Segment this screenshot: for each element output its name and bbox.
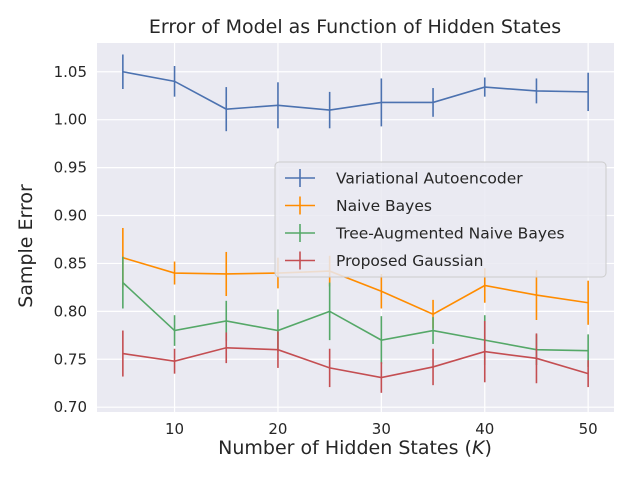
legend-item: Naive Bayes [285,196,432,215]
series-line [122,282,589,352]
series-1 [122,54,589,132]
x-tick-label: 20 [268,420,287,438]
legend-item: Variational Autoencoder [285,169,523,188]
y-tick-labels: 0.70 0.75 0.80 0.85 0.90 0.95 1.00 1.05 [54,63,87,416]
legend-label: Proposed Gaussian [336,252,483,270]
legend: Variational Autoencoder Naive Bayes Tree-A… [274,161,607,278]
x-axis-title-main: Number of Hidden States ( [218,437,472,459]
series-line [122,346,589,379]
y-tick-label: 0.85 [54,254,87,272]
series-line [122,256,589,316]
legend-item: Tree-Augmented Naive Bayes [285,224,565,243]
chart-title: Error of Model as Function of Hidden Sta… [149,16,561,38]
y-axis-title: Sample Error [15,184,37,308]
y-tick-label: 0.95 [54,159,87,177]
x-axis-title-var: K [472,437,486,459]
y-tick-label: 0.70 [54,398,87,416]
x-tick-label: 50 [579,420,598,438]
y-tick-label: 0.75 [54,350,87,368]
x-tick-label: 10 [165,420,184,438]
legend-item: Proposed Gaussian [285,251,483,270]
series-line [122,70,589,111]
legend-label: Tree-Augmented Naive Bayes [335,225,565,243]
legend-box [274,161,607,278]
x-tick-labels: 10 20 30 40 50 [165,420,598,438]
y-tick-label: 0.90 [54,207,87,225]
x-axis-title-end: ) [484,437,491,459]
legend-label: Naive Bayes [336,197,432,215]
x-tick-label: 30 [372,420,391,438]
series-layer [122,54,589,393]
y-tick-label: 1.05 [54,63,87,81]
x-tick-label: 40 [475,420,494,438]
legend-label: Variational Autoencoder [336,170,523,188]
series-4 [122,320,589,393]
y-tick-label: 1.00 [54,111,87,129]
series-2 [122,227,589,329]
x-axis-title: Number of Hidden States (K) [218,437,492,459]
y-tick-label: 0.80 [54,302,87,320]
